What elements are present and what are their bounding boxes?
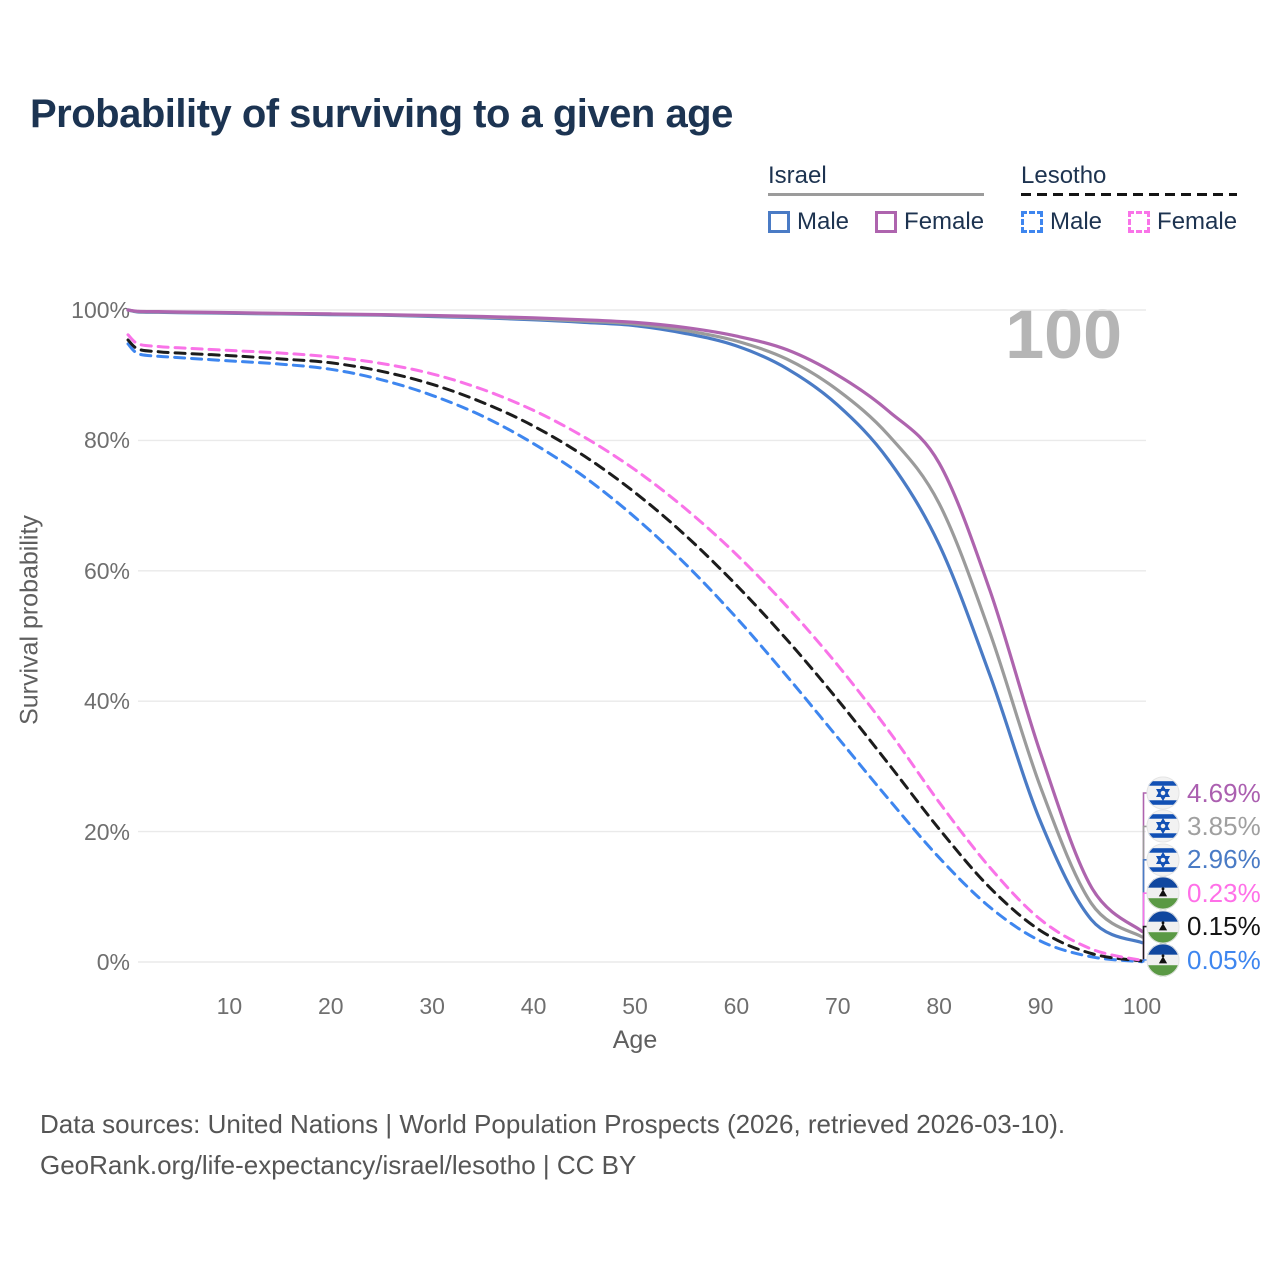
- end-label-value: 0.15%: [1187, 911, 1261, 942]
- end-label-value: 3.85%: [1187, 810, 1261, 841]
- end-label-lesotho-male: 0.05%: [1146, 943, 1261, 977]
- end-label-value: 2.96%: [1187, 844, 1261, 875]
- x-tick-label: 20: [318, 993, 344, 1019]
- curve-israel-female: [126, 308, 1144, 933]
- y-tick-label: 40%: [83, 688, 130, 715]
- legend-item-label: Female: [904, 208, 985, 235]
- legend-items-lesotho: Male Female: [1021, 208, 1237, 236]
- x-axis-title: Age: [612, 1026, 658, 1054]
- x-tick-label: 90: [1027, 993, 1054, 1019]
- x-tick-label: 80: [926, 993, 952, 1019]
- curve-lesotho-female: [126, 333, 1144, 962]
- x-tick-label: 50: [622, 993, 648, 1019]
- footer-data-sources: Data sources: United Nations | World Pop…: [40, 1109, 1066, 1139]
- legend-item-lesotho-female[interactable]: Female: [1128, 208, 1237, 236]
- legend-swatch-israel-male: [768, 211, 790, 233]
- x-tick-label: 60: [723, 993, 750, 1019]
- legend-underline-lesotho-dashed-line: [1021, 193, 1238, 196]
- legend-swatch-israel-female: [875, 211, 898, 233]
- legend-items-israel: Male Female: [768, 208, 984, 236]
- lesotho-flag-icon: [1146, 910, 1180, 944]
- israel-flag-icon: [1146, 809, 1180, 843]
- end-label-israel-both: 3.85%: [1146, 809, 1261, 843]
- x-tick-label: 30: [419, 993, 445, 1019]
- legend-item-lesotho-male[interactable]: Male: [1021, 208, 1102, 236]
- footer-attribution: GeoRank.org/life-expectancy/israel/lesot…: [40, 1150, 637, 1180]
- legend-item-israel-female[interactable]: Female: [875, 208, 984, 236]
- israel-flag-icon: [1146, 776, 1180, 810]
- page-title: Probability of surviving to a given age: [30, 92, 733, 136]
- y-tick-label: 100%: [71, 297, 130, 323]
- end-label-lesotho-both: 0.15%: [1146, 910, 1261, 944]
- legend-group-israel: Israel Male Female: [768, 162, 985, 236]
- legend-group-title-lesotho: Lesotho: [1021, 162, 1107, 189]
- legend-swatch-lesotho-male: [1021, 211, 1043, 233]
- legend-swatch-lesotho-female: [1128, 211, 1151, 233]
- legend-item-label: Female: [1157, 208, 1238, 235]
- end-label-lesotho-female: 0.23%: [1146, 876, 1261, 910]
- curve-israel-both: [126, 308, 1144, 939]
- legend-underline-israel-solid-line: [768, 193, 985, 196]
- curve-israel-male: [126, 308, 1144, 945]
- y-tick-label: 80%: [83, 427, 130, 454]
- footer: Data sources: United Nations | World Pop…: [40, 1104, 1065, 1186]
- legend-group-title-israel: Israel: [768, 162, 827, 189]
- y-tick-label: 60%: [83, 557, 130, 584]
- age-counter-watermark: 100: [1005, 295, 1122, 373]
- end-label-value: 0.05%: [1187, 944, 1261, 975]
- curve-lesotho-both: [126, 338, 1144, 963]
- legend-item-label: Male: [797, 208, 850, 235]
- legend-item-israel-male[interactable]: Male: [768, 208, 849, 236]
- lesotho-flag-icon: [1146, 943, 1180, 977]
- israel-flag-icon: [1146, 843, 1180, 877]
- y-tick-label: 0%: [96, 949, 130, 975]
- end-label-value: 4.69%: [1187, 777, 1261, 808]
- legend-group-lesotho: Lesotho Male Female: [1021, 162, 1238, 236]
- x-tick-label: 70: [825, 993, 851, 1019]
- y-tick-label: 20%: [83, 818, 130, 845]
- end-label-value: 0.23%: [1187, 877, 1261, 908]
- end-label-israel-male: 2.96%: [1146, 843, 1261, 877]
- x-tick-label: 40: [520, 993, 547, 1019]
- lesotho-flag-icon: [1146, 876, 1180, 910]
- curve-lesotho-male: [126, 342, 1144, 964]
- legend-item-label: Male: [1050, 208, 1103, 235]
- x-tick-label: 100: [1122, 993, 1162, 1019]
- end-label-israel-female: 4.69%: [1146, 776, 1261, 810]
- x-tick-label: 10: [216, 993, 243, 1019]
